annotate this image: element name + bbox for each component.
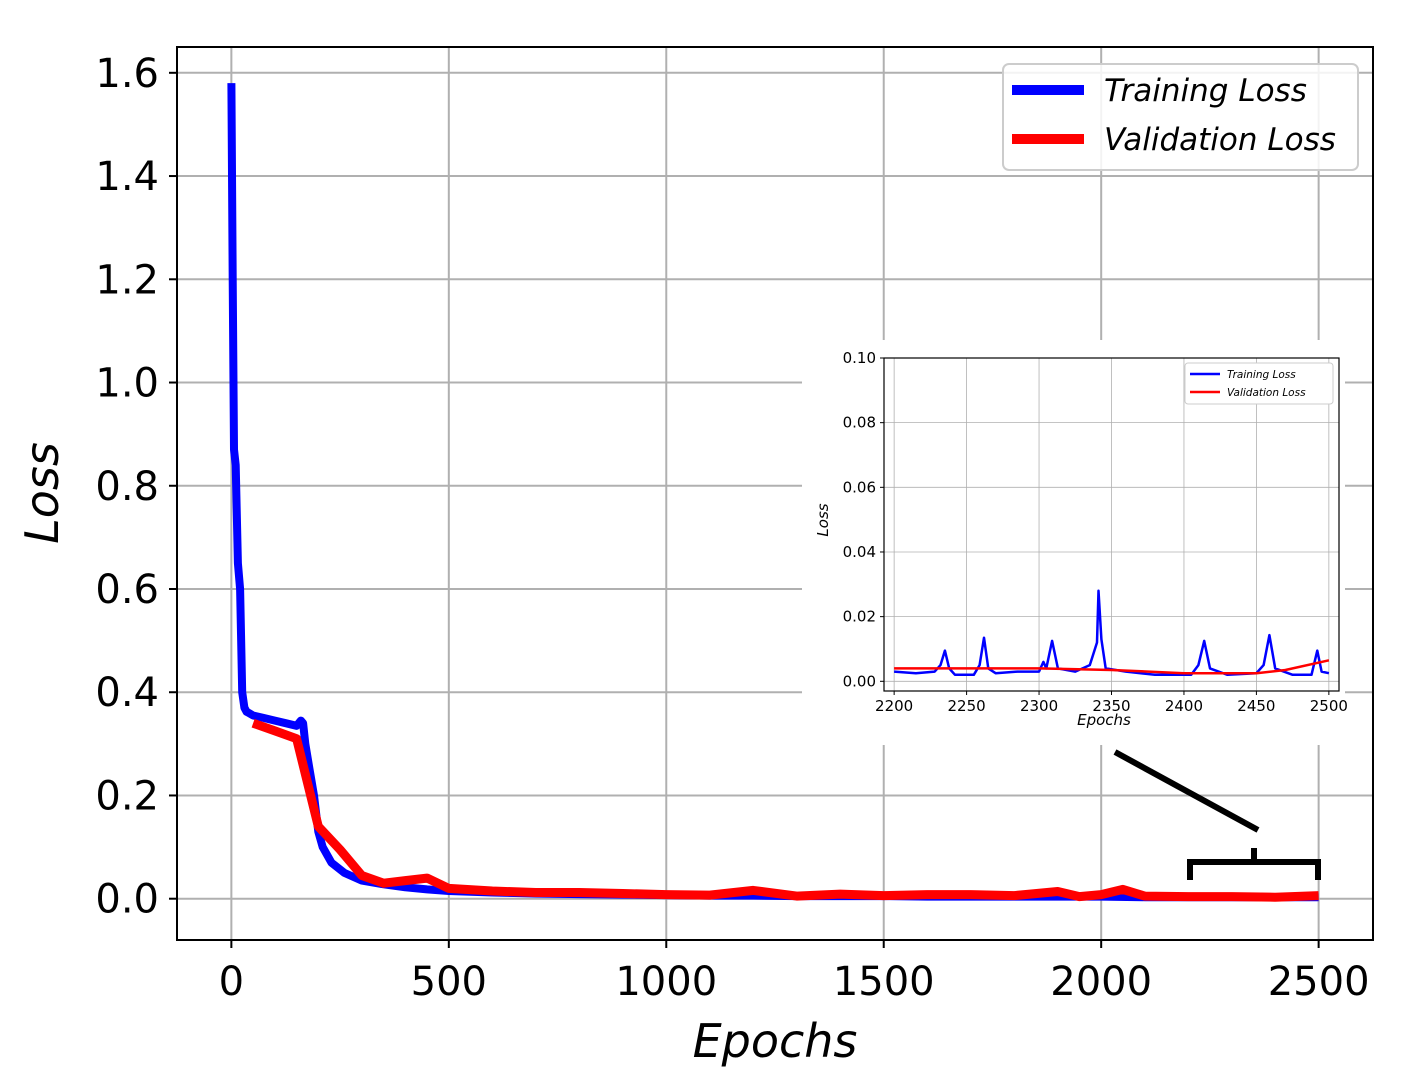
- inset-x-ticks: 2200 2250 2300 2350 2400 2450 2500: [875, 691, 1348, 715]
- main-legend-box: [1002, 63, 1359, 171]
- inset-x-tick-label: 2250: [948, 697, 986, 715]
- inset-y-tick-label: 0.10: [843, 349, 876, 367]
- inset-y-tick-label: 0.02: [843, 608, 876, 626]
- main-x-tick-label: 0: [219, 959, 244, 1005]
- inset-background: [802, 340, 1345, 745]
- main-y-tick-label: 0.0: [95, 877, 159, 923]
- main-y-tick-label: 1.4: [95, 154, 159, 200]
- inset-x-tick-label: 2400: [1165, 697, 1203, 715]
- inset-y-tick-label: 0.08: [843, 414, 876, 432]
- main-validation-loss-line: [251, 718, 1319, 902]
- inset-y-tick-label: 0.04: [843, 543, 876, 561]
- main-x-tick-label: 1000: [615, 959, 717, 1005]
- main-legend-label-validation: Validation Loss: [1104, 122, 1336, 158]
- main-x-tick-label: 1500: [833, 959, 935, 1005]
- inset-x-tick-label: 2200: [875, 697, 913, 715]
- inset-x-axis-label: Epochs: [1077, 711, 1131, 729]
- inset-y-tick-label: 0.06: [843, 478, 876, 496]
- main-x-tick-label: 2000: [1050, 959, 1152, 1005]
- main-x-ticks: 0 500 1000 1500 2000 2500: [219, 940, 1370, 1005]
- inset-x-tick-label: 2300: [1020, 697, 1058, 715]
- inset-y-axis-label: Loss: [814, 503, 832, 536]
- inset-y-tick-label: 0.00: [843, 672, 876, 690]
- main-y-tick-label: 1.0: [95, 361, 159, 407]
- inset-x-tick-label: 2500: [1310, 697, 1348, 715]
- main-x-tick-label: 500: [411, 959, 487, 1005]
- inset-x-tick-label: 2350: [1092, 697, 1130, 715]
- main-plot-frame: [176, 46, 1374, 941]
- main-x-axis-label: Epochs: [693, 1014, 858, 1068]
- inset-x-tick-label: 2450: [1237, 697, 1275, 715]
- main-y-ticks: 0.0 0.2 0.4 0.6 0.8 1.0 1.2 1.4 1.6: [95, 51, 177, 923]
- inset-training-loss-line: [894, 589, 1330, 677]
- zoom-pointer-line: [1113, 749, 1260, 833]
- inset-legend-label-validation: Validation Loss: [1227, 387, 1306, 399]
- main-series: [227, 83, 1319, 902]
- inset-legend-label-training: Training Loss: [1227, 369, 1296, 381]
- main-y-tick-label: 1.2: [95, 257, 159, 303]
- main-y-tick-label: 0.2: [95, 773, 159, 819]
- main-legend-label-training: Training Loss: [1104, 73, 1307, 109]
- inset-chart: 2200 2250 2300 2350 2400 2450 2500 0.000.020.0…: [802, 340, 1348, 745]
- main-y-tick-label: 0.8: [95, 464, 159, 510]
- zoom-bracket: [1187, 848, 1321, 880]
- main-y-tick-label: 0.6: [95, 567, 159, 613]
- main-y-axis-label: Loss: [15, 442, 69, 544]
- inset-validation-loss-line: [894, 659, 1330, 675]
- main-y-tick-label: 0.4: [95, 670, 159, 716]
- main-y-tick-label: 1.6: [95, 51, 159, 97]
- inset-y-ticks: 0.00 0.02 0.04 0.06 0.08 0.10: [843, 349, 884, 690]
- inset-legend: Training Loss Validation Loss: [1184, 362, 1334, 405]
- zoom-indicator: [1113, 749, 1321, 880]
- main-chart: 0 500 1000 1500 2000 2500 0.0 0.2 0.4 0.6 0.8 1.0 1…: [15, 46, 1374, 1068]
- inset-grid: [884, 357, 1339, 691]
- main-legend: Training Loss Validation Loss: [1002, 63, 1359, 171]
- inset-legend-box: [1184, 362, 1334, 405]
- main-x-tick-label: 2500: [1268, 959, 1370, 1005]
- inset-series: [894, 589, 1330, 677]
